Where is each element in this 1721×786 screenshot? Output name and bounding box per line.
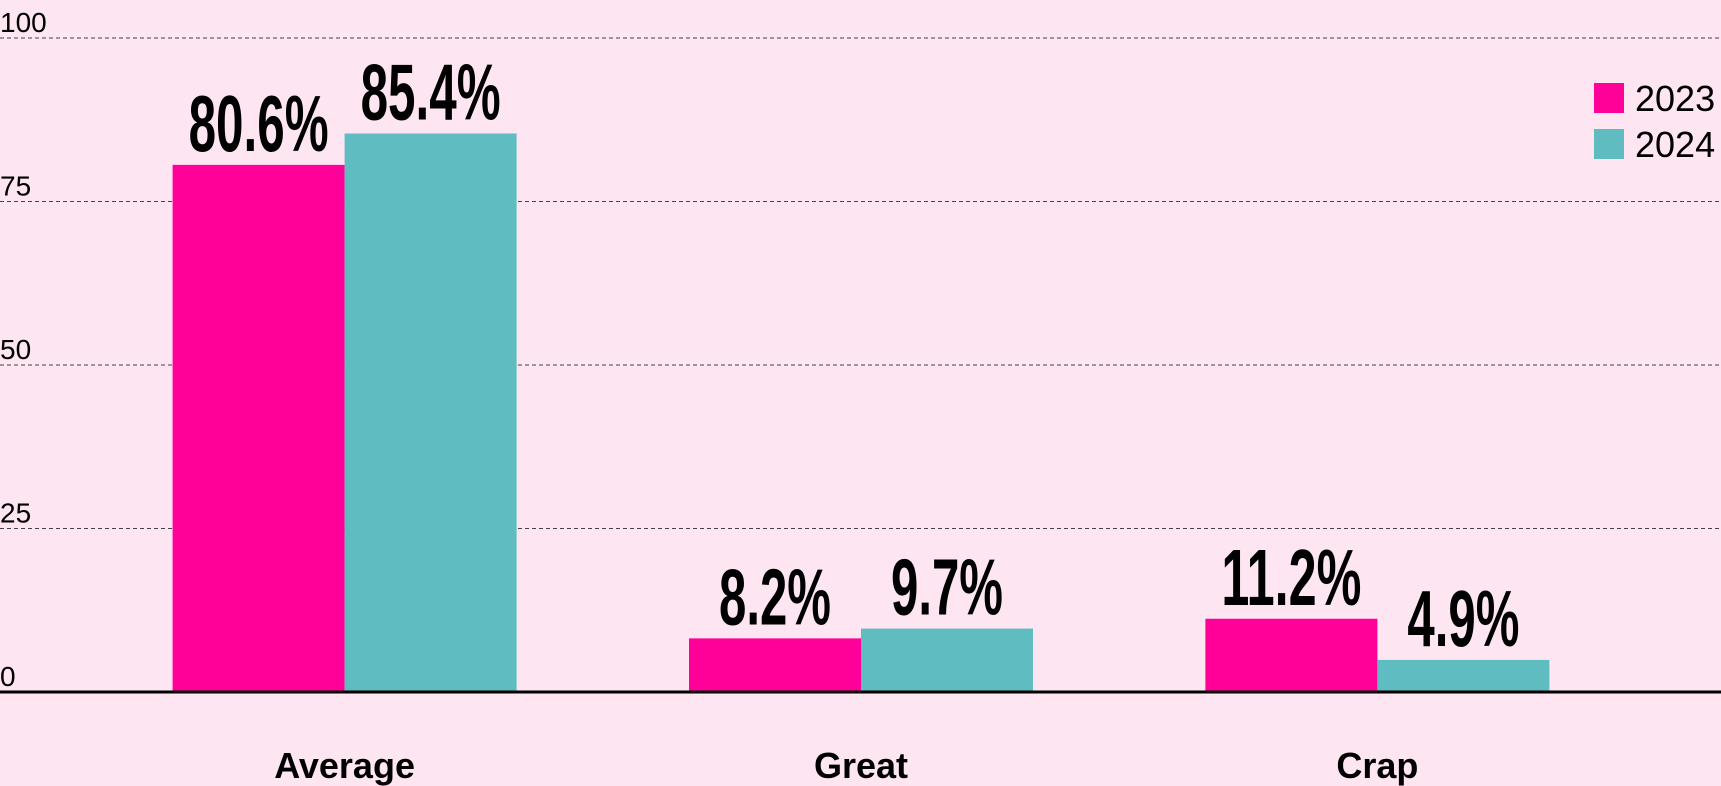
bar <box>861 628 1033 692</box>
y-tick-label: 0 <box>0 661 16 692</box>
bar <box>172 164 345 693</box>
bar <box>689 638 861 692</box>
x-tick-label: Crap <box>1336 745 1418 786</box>
x-tick-label: Average <box>274 745 415 786</box>
y-tick-label: 100 <box>0 7 47 38</box>
value-label: 85.4% <box>361 47 501 136</box>
bar <box>1205 618 1378 692</box>
bar <box>1377 659 1550 692</box>
y-tick-label: 75 <box>0 171 31 202</box>
value-label: 11.2% <box>1221 533 1361 622</box>
bar <box>344 133 517 692</box>
y-tick-label: 25 <box>0 498 31 529</box>
legend-swatch <box>1594 83 1624 113</box>
y-tick-label: 50 <box>0 334 31 365</box>
value-label: 8.2% <box>719 552 831 641</box>
value-label: 4.9% <box>1407 574 1519 663</box>
legend-label: 2023 <box>1635 78 1715 119</box>
legend-label: 2024 <box>1635 124 1715 165</box>
legend-swatch <box>1594 129 1624 159</box>
x-tick-label: Great <box>814 745 908 786</box>
value-label: 9.7% <box>891 543 1003 632</box>
value-label: 80.6% <box>189 79 329 168</box>
